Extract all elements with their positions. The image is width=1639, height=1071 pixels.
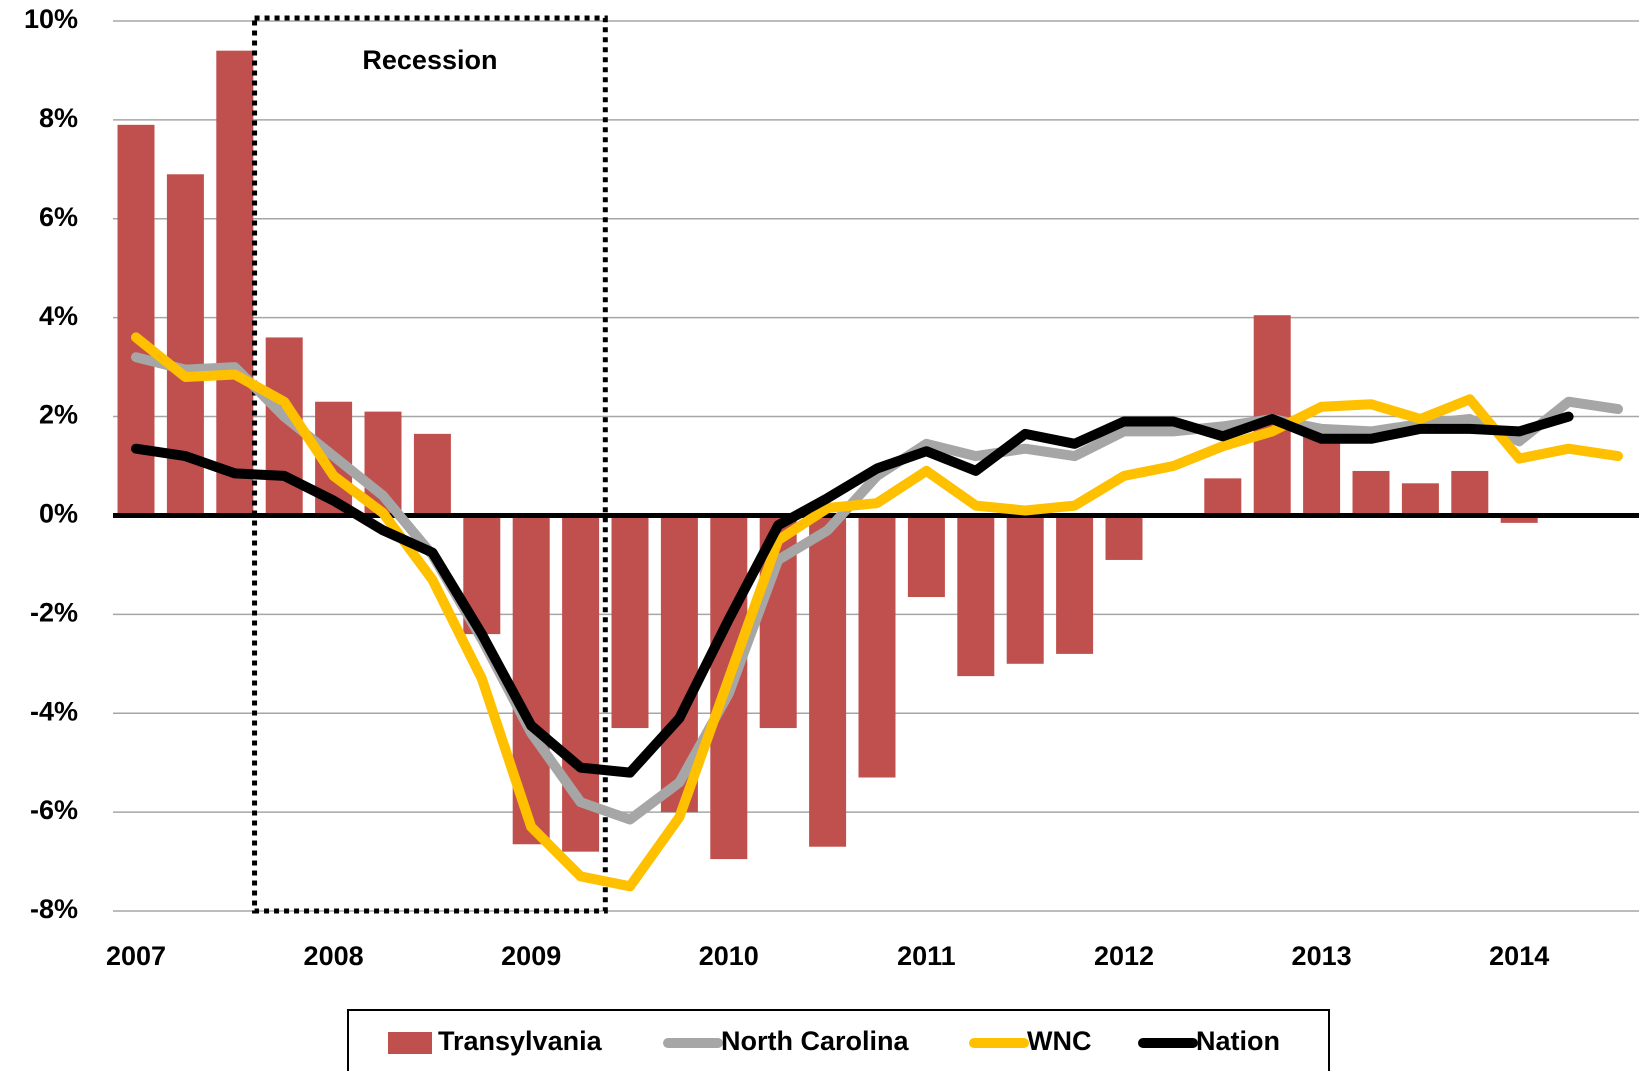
- y-tick-label: -2%: [30, 597, 78, 627]
- bar: [1056, 515, 1094, 654]
- line-series: [131, 332, 1623, 892]
- y-tick-label: -8%: [30, 894, 78, 924]
- bar: [1401, 483, 1439, 516]
- x-tick-label: 2013: [1292, 941, 1352, 971]
- y-tick-label: -4%: [30, 696, 78, 726]
- legend-label: Transylvania: [438, 1026, 603, 1056]
- x-tick-label: 2009: [501, 941, 561, 971]
- bar: [907, 515, 945, 598]
- bar: [1500, 515, 1538, 523]
- recession-label: Recession: [362, 45, 497, 75]
- bar: [611, 515, 649, 729]
- line-series: [131, 352, 1623, 825]
- bar: [413, 433, 451, 516]
- bar: [809, 515, 847, 847]
- x-tick-label: 2008: [304, 941, 364, 971]
- x-tick-label: 2012: [1094, 941, 1154, 971]
- x-tick-label: 2011: [897, 941, 956, 971]
- x-tick-label: 2007: [106, 941, 166, 971]
- x-tick-label: 2014: [1489, 941, 1549, 971]
- bar: [1451, 470, 1489, 516]
- bar: [117, 124, 155, 516]
- y-tick-label: 10%: [24, 4, 78, 34]
- bar: [957, 515, 995, 677]
- legend-label: North Carolina: [721, 1026, 909, 1056]
- line-series: [131, 411, 1574, 778]
- x-tick-label: 2010: [699, 941, 759, 971]
- bar: [216, 50, 254, 516]
- bar: [1352, 470, 1390, 516]
- recession-box: [252, 15, 608, 914]
- bar: [1204, 478, 1242, 516]
- bar: [1105, 515, 1143, 560]
- y-tick-label: 2%: [39, 400, 78, 430]
- y-tick-label: 4%: [39, 301, 78, 331]
- legend-label: Nation: [1196, 1026, 1280, 1056]
- y-tick-label: 0%: [39, 499, 78, 529]
- bar: [1006, 515, 1044, 664]
- legend-swatch: [388, 1032, 432, 1054]
- y-tick-label: 6%: [39, 202, 78, 232]
- y-tick-label: 8%: [39, 103, 78, 133]
- legend-label: WNC: [1027, 1026, 1091, 1056]
- y-tick-label: -6%: [30, 795, 78, 825]
- bar: [858, 515, 896, 778]
- bar: [1303, 436, 1341, 516]
